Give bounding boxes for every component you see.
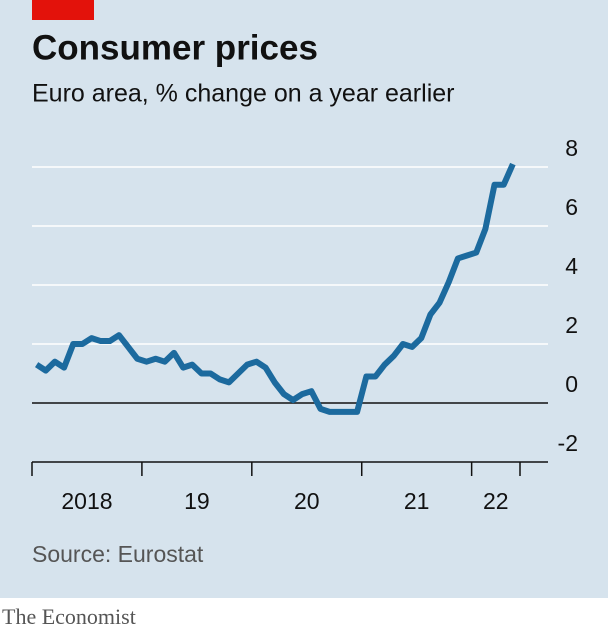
y-tick-label: 4: [565, 253, 578, 279]
x-tick-label: 20: [294, 488, 320, 514]
background: [0, 0, 608, 598]
x-tick-label: 19: [184, 488, 210, 514]
x-tick-label: 21: [404, 488, 430, 514]
chart-subtitle: Euro area, % change on a year earlier: [32, 80, 454, 108]
y-tick-label: 6: [565, 194, 578, 220]
x-tick-label: 2018: [61, 488, 112, 514]
x-tick-label: 22: [483, 488, 509, 514]
brand: The Economist: [2, 604, 136, 629]
line: [34, 162, 516, 415]
y-tick-label: 0: [565, 371, 578, 397]
y-tick-label: -2: [558, 430, 578, 456]
source: Source: Eurostat: [32, 541, 204, 567]
y-tick-label: 8: [565, 135, 578, 161]
chart-title: Consumer prices: [32, 28, 318, 67]
red-tag: [32, 0, 94, 20]
y-tick-label: 2: [565, 312, 578, 338]
